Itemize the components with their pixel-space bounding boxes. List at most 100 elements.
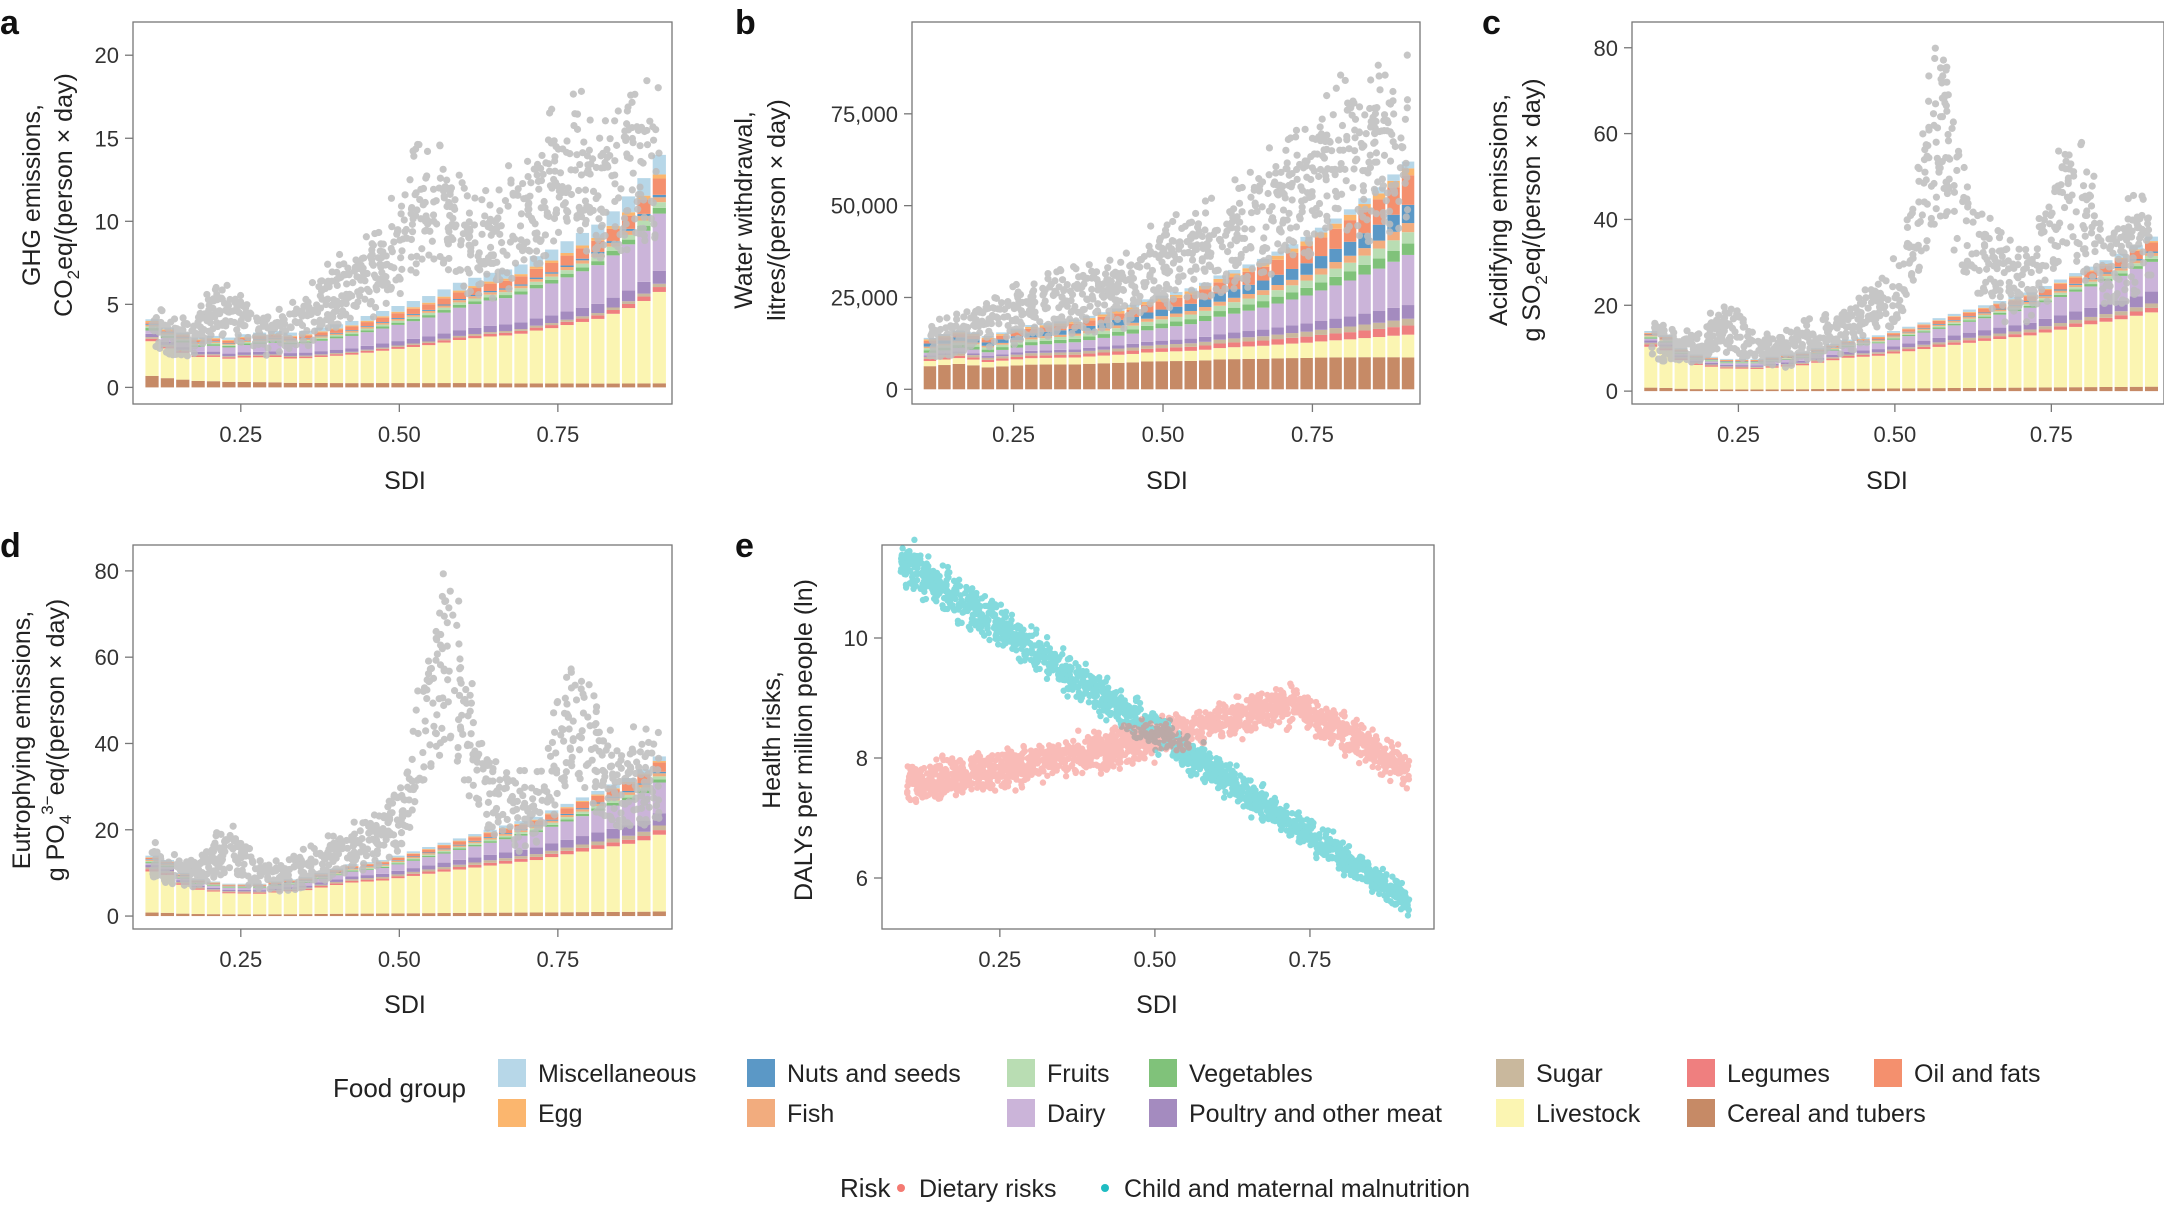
scatter-point-c-873: [1741, 322, 1749, 331]
scatter-point-a-629: [432, 197, 440, 205]
bar-b-27-oil: [1314, 237, 1328, 257]
bar-a-11-dairy: [314, 340, 328, 352]
bar-b-20-livestock: [1213, 348, 1226, 360]
bar-c-4-vegetables: [1704, 360, 1718, 362]
scatter-point-c-745: [1990, 262, 1998, 270]
bar-b-29-legumes: [1343, 332, 1357, 340]
scatter-point-b-726: [1283, 165, 1291, 173]
scatter-point-a-723: [507, 176, 515, 184]
scatter-point-b-613: [1277, 168, 1285, 176]
bar-c-24-dairy: [2008, 311, 2022, 326]
scatter-point-b-857: [1100, 301, 1109, 309]
scatter-point-b-521: [1237, 250, 1245, 259]
bar-d-16-legumes: [391, 876, 405, 879]
scatter-point-b-874: [1371, 138, 1379, 146]
scatter-point-b-694: [1312, 135, 1320, 143]
bar-b-10-poultry: [1068, 349, 1082, 353]
scatter-point-a-897: [526, 192, 534, 200]
bar-b-8-dairy: [1039, 344, 1053, 351]
scatter-point-a-825: [631, 215, 639, 223]
bar-a-19-sugar: [437, 338, 451, 341]
bar-a-33-sugar: [652, 283, 666, 288]
bar-b-27-sugar: [1314, 329, 1328, 335]
scatter-point-b-279: [1371, 189, 1379, 197]
bar-b-3-poultry: [967, 353, 980, 356]
bar-d-18-fish: [422, 853, 436, 855]
bar-c-23-misc: [1993, 300, 2007, 304]
scatter-point-b-538: [1243, 277, 1251, 285]
bar-d-26-dairy: [545, 826, 559, 844]
bar-c-29-fish: [2084, 279, 2098, 282]
scatter-point-b-311: [1235, 184, 1243, 193]
bar-b-29-poultry: [1343, 316, 1357, 327]
bar-c-5-misc: [1720, 358, 1734, 360]
scatter-point-b-727: [1175, 255, 1184, 264]
bar-a-2-cereal: [176, 379, 190, 388]
scatter-point-c-66: [2091, 247, 2099, 256]
scatter-point-a-756: [435, 184, 443, 192]
scatter-point-b-626: [1018, 321, 1026, 329]
scatter-point-a-559: [410, 152, 418, 160]
ytick-label-c-3: 60: [1594, 122, 1618, 147]
bar-c-23-fish: [1993, 309, 2007, 312]
bar-d-21-oil: [468, 837, 482, 841]
scatter-point-b-288: [1201, 293, 1209, 301]
scatter-point-c-806: [1773, 353, 1781, 361]
bar-c-17-dairy: [1902, 336, 1916, 344]
scatter-point-a-891: [396, 236, 404, 244]
scatter-point-b-439: [1250, 183, 1259, 192]
bar-a-0-sugar: [145, 337, 159, 339]
scatter-point-a-795: [349, 279, 357, 287]
scatter-point-a-667: [202, 334, 210, 343]
scatter-point-c-776: [2090, 212, 2098, 220]
bar-d-18-poultry: [422, 865, 436, 870]
bar-c-17-cereal: [1902, 388, 1916, 392]
bar-d-32-sugar: [637, 831, 651, 837]
bar-a-0-poultry: [145, 333, 159, 338]
scatter-point-b-687: [1246, 168, 1254, 176]
scatter-point-a-406: [594, 242, 602, 251]
scatter-point-a-890: [608, 172, 616, 180]
bar-a-20-nuts: [452, 299, 467, 301]
scatter-point-b-221: [1055, 304, 1063, 312]
bar-a-11-cereal: [314, 383, 328, 388]
scatter-point-c-214: [2106, 244, 2114, 253]
scatter-point-a-862: [274, 332, 282, 340]
scatter-point-b-797: [1151, 294, 1159, 302]
scatter-point-c-639: [2087, 202, 2096, 210]
scatter-point-b-47: [1367, 76, 1375, 84]
scatter-point-b-545: [1307, 250, 1315, 258]
bar-a-13-fruits: [345, 332, 359, 335]
scatter-point-c-846: [1990, 278, 1999, 286]
bar-a-26-legumes: [545, 325, 559, 329]
ylabel-a-line1: GHG emissions,: [18, 104, 46, 286]
scatter-point-c-662: [1666, 351, 1674, 360]
scatter-point-b-795: [1163, 221, 1171, 229]
bar-a-30-poultry: [606, 297, 620, 308]
bar-a-21-nuts: [468, 294, 482, 297]
bar-a-31-fruits: [621, 234, 636, 240]
scatter-point-b-167: [1201, 267, 1209, 275]
scatter-point-a-866: [509, 232, 517, 240]
scatter-point-b-848: [1403, 206, 1412, 214]
bar-c-19-fruits: [1932, 326, 1946, 328]
scatter-point-b-804: [1063, 281, 1071, 289]
bar-c-27-sugar: [2053, 323, 2067, 327]
bar-a-20-misc: [452, 282, 467, 291]
ylabel-d-line1: Eutrophying emissions,: [8, 611, 36, 869]
scatter-point-a-545: [494, 274, 502, 282]
scatter-point-b-860: [1158, 244, 1166, 252]
bar-c-7-nuts: [1750, 361, 1764, 362]
scatter-point-a-686: [628, 134, 636, 143]
scatter-point-a-656: [218, 286, 226, 294]
scatter-point-a-896: [170, 346, 178, 354]
scatter-point-c-666: [1969, 218, 1977, 226]
bar-d-33-livestock: [652, 834, 666, 912]
bar-d-21-cereal: [468, 912, 482, 917]
bar-b-11-dairy: [1083, 340, 1096, 348]
bar-b-4-livestock: [981, 362, 995, 368]
bar-d-14-nuts: [360, 866, 374, 867]
scatter-point-a-131: [559, 201, 568, 209]
bar-c-18-cereal: [1917, 388, 1931, 392]
ylabel-b-line2: litres/(person × day): [763, 99, 791, 321]
